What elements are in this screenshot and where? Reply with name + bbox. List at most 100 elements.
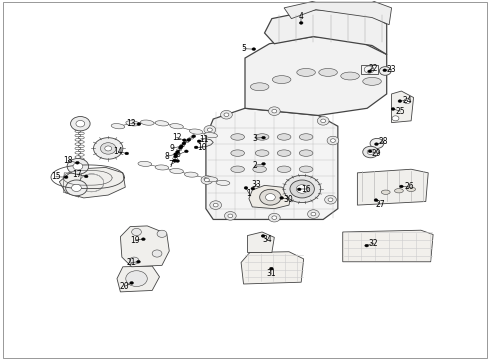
Text: 6: 6 bbox=[175, 150, 180, 159]
Text: 7: 7 bbox=[168, 160, 173, 169]
Ellipse shape bbox=[231, 166, 245, 172]
Text: 13: 13 bbox=[126, 119, 135, 128]
Text: 33: 33 bbox=[252, 180, 262, 189]
Text: 10: 10 bbox=[197, 143, 207, 152]
Ellipse shape bbox=[111, 123, 125, 129]
Circle shape bbox=[132, 228, 142, 235]
Ellipse shape bbox=[363, 77, 381, 85]
Polygon shape bbox=[284, 1, 392, 25]
Circle shape bbox=[331, 139, 335, 142]
Text: 21: 21 bbox=[126, 258, 136, 267]
Text: 5: 5 bbox=[241, 44, 246, 53]
Circle shape bbox=[391, 108, 395, 111]
Circle shape bbox=[311, 212, 316, 216]
Text: 32: 32 bbox=[368, 239, 378, 248]
Circle shape bbox=[262, 136, 266, 139]
Text: 22: 22 bbox=[368, 64, 378, 73]
Text: 14: 14 bbox=[114, 147, 123, 156]
Ellipse shape bbox=[216, 180, 230, 185]
Ellipse shape bbox=[394, 189, 403, 193]
Circle shape bbox=[368, 150, 372, 153]
Circle shape bbox=[126, 271, 147, 287]
Text: 26: 26 bbox=[404, 182, 414, 191]
Circle shape bbox=[180, 145, 183, 148]
Circle shape bbox=[262, 162, 266, 165]
Circle shape bbox=[94, 138, 123, 159]
Ellipse shape bbox=[277, 150, 291, 156]
Circle shape bbox=[224, 212, 236, 220]
Circle shape bbox=[299, 22, 303, 24]
Polygon shape bbox=[247, 232, 274, 252]
Polygon shape bbox=[249, 185, 292, 209]
Circle shape bbox=[174, 153, 177, 156]
Polygon shape bbox=[206, 108, 338, 220]
Text: 20: 20 bbox=[120, 282, 129, 291]
Ellipse shape bbox=[204, 132, 218, 138]
Circle shape bbox=[328, 198, 333, 202]
Text: 11: 11 bbox=[199, 135, 208, 144]
Ellipse shape bbox=[299, 134, 313, 140]
Ellipse shape bbox=[170, 168, 183, 174]
Ellipse shape bbox=[299, 166, 313, 172]
Circle shape bbox=[251, 187, 255, 190]
Circle shape bbox=[142, 238, 145, 240]
Ellipse shape bbox=[277, 134, 291, 140]
Polygon shape bbox=[343, 230, 433, 262]
Circle shape bbox=[252, 48, 256, 50]
Circle shape bbox=[367, 149, 374, 154]
Text: 15: 15 bbox=[51, 172, 61, 181]
Circle shape bbox=[187, 138, 191, 141]
Polygon shape bbox=[361, 64, 378, 74]
Circle shape bbox=[365, 244, 368, 247]
Text: 16: 16 bbox=[301, 185, 311, 194]
Circle shape bbox=[204, 178, 209, 182]
Circle shape bbox=[176, 159, 179, 162]
Circle shape bbox=[100, 143, 116, 154]
Circle shape bbox=[269, 213, 280, 222]
Circle shape bbox=[185, 150, 188, 153]
Circle shape bbox=[194, 146, 198, 149]
Text: 3: 3 bbox=[253, 134, 258, 143]
Circle shape bbox=[368, 70, 371, 73]
Circle shape bbox=[207, 128, 212, 132]
Circle shape bbox=[280, 197, 284, 199]
Ellipse shape bbox=[155, 121, 169, 126]
Circle shape bbox=[308, 210, 319, 219]
Circle shape bbox=[197, 140, 201, 143]
Circle shape bbox=[130, 282, 133, 284]
Text: 2: 2 bbox=[253, 161, 258, 170]
Circle shape bbox=[137, 123, 141, 125]
Ellipse shape bbox=[138, 161, 152, 166]
Circle shape bbox=[244, 186, 248, 189]
Ellipse shape bbox=[341, 72, 359, 80]
Ellipse shape bbox=[277, 166, 291, 172]
Circle shape bbox=[272, 109, 277, 113]
Text: 24: 24 bbox=[402, 96, 412, 105]
Ellipse shape bbox=[184, 172, 198, 177]
Text: 4: 4 bbox=[299, 12, 304, 21]
Circle shape bbox=[204, 126, 216, 134]
Text: 1: 1 bbox=[246, 189, 251, 198]
Ellipse shape bbox=[231, 150, 245, 156]
Ellipse shape bbox=[253, 166, 267, 172]
Ellipse shape bbox=[231, 134, 245, 140]
Ellipse shape bbox=[297, 68, 316, 76]
Circle shape bbox=[220, 111, 232, 119]
Circle shape bbox=[261, 235, 265, 237]
Circle shape bbox=[172, 159, 176, 162]
Circle shape bbox=[404, 99, 411, 104]
Polygon shape bbox=[245, 37, 387, 116]
Circle shape bbox=[67, 158, 89, 174]
Circle shape bbox=[72, 184, 81, 192]
Circle shape bbox=[183, 139, 186, 141]
Circle shape bbox=[272, 216, 277, 220]
Ellipse shape bbox=[255, 150, 269, 156]
Circle shape bbox=[71, 117, 90, 131]
Circle shape bbox=[84, 175, 88, 178]
Ellipse shape bbox=[141, 120, 154, 125]
Ellipse shape bbox=[381, 190, 390, 194]
Polygon shape bbox=[59, 167, 125, 198]
Text: 27: 27 bbox=[375, 199, 385, 208]
Text: 12: 12 bbox=[172, 133, 181, 142]
Text: 31: 31 bbox=[267, 269, 276, 278]
